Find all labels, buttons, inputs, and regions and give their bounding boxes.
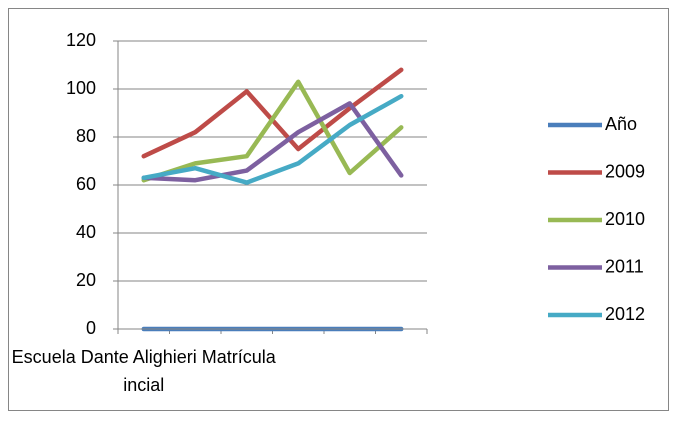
y-tick-label: 100 (66, 78, 96, 98)
legend-label: 2011 (605, 256, 644, 276)
y-tick-label: 120 (66, 30, 96, 50)
series-line (141, 79, 404, 183)
y-tick-label: 40 (76, 222, 96, 242)
series-line (141, 101, 404, 183)
legend-label: Año (605, 114, 637, 134)
legend-label: 2009 (605, 161, 645, 181)
x-tick-label: Escuela Dante Alighieri Matrícula incial (11, 347, 276, 395)
y-tick-label: 0 (86, 318, 96, 338)
legend-label: 2010 (605, 209, 645, 229)
y-tick-label: 80 (76, 126, 96, 146)
legend-label: 2012 (605, 304, 645, 324)
y-tick-label: 20 (76, 270, 96, 290)
series-line (141, 93, 404, 185)
y-tick-label: 60 (76, 174, 96, 194)
